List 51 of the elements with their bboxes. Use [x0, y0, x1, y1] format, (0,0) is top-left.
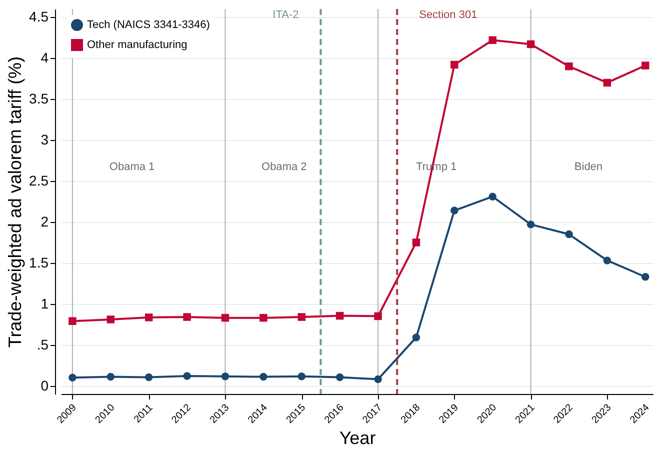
- point: [565, 62, 573, 70]
- y-tick-label: 2: [40, 213, 49, 230]
- point: [488, 192, 496, 200]
- point: [336, 373, 344, 382]
- point: [565, 230, 573, 238]
- y-tick-label: .5: [36, 336, 49, 352]
- point: [221, 372, 230, 380]
- point: [68, 317, 76, 325]
- point: [526, 40, 535, 48]
- y-tick-label: 3: [40, 132, 49, 148]
- y-tick-label: 0: [40, 377, 49, 394]
- legend-label: Other manufacturing: [87, 39, 188, 51]
- point: [412, 238, 420, 246]
- point: [526, 220, 535, 228]
- point: [603, 256, 612, 264]
- point: [144, 314, 153, 322]
- point: [298, 313, 306, 321]
- ref-line-label: ITA-2: [272, 9, 299, 21]
- y-tick-label: 2.5: [29, 172, 49, 189]
- point: [183, 313, 191, 321]
- point: [183, 372, 191, 380]
- point: [336, 312, 344, 320]
- annotation: Biden: [574, 160, 603, 173]
- y-tick-label: 1: [40, 295, 49, 312]
- point: [68, 374, 76, 382]
- legend-label: Tech (NAICS 3341-3346): [87, 19, 210, 31]
- point: [260, 372, 268, 381]
- point: [298, 372, 306, 380]
- point: [450, 60, 458, 69]
- y-tick-label: 4: [40, 50, 49, 66]
- y-tick-label: 3.5: [29, 90, 49, 107]
- point: [260, 314, 268, 322]
- point: [488, 36, 496, 44]
- point: [106, 316, 115, 324]
- point: [106, 372, 115, 381]
- y-tick-label: 1.5: [29, 254, 49, 270]
- point: [374, 312, 382, 320]
- point: [412, 334, 420, 342]
- y-tick-label: 4.5: [29, 8, 49, 25]
- y-axis-title: Trade-weighted ad valorem tariff (%): [5, 56, 26, 348]
- point: [374, 375, 382, 384]
- x-axis-title: Year: [339, 428, 376, 448]
- ref-line-label: Section 301: [419, 9, 478, 21]
- annotation: Obama 1: [109, 160, 155, 173]
- point: [641, 62, 650, 70]
- point: [450, 206, 458, 214]
- point: [144, 373, 153, 382]
- point: [221, 314, 230, 322]
- point: [603, 78, 612, 87]
- point: [641, 272, 650, 281]
- annotation: Obama 2: [262, 160, 307, 173]
